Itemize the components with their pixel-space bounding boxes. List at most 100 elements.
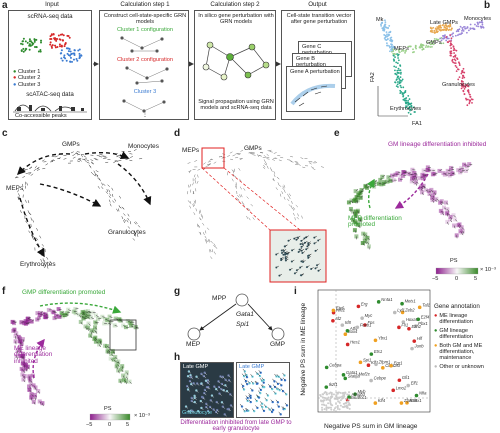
cell-dot (468, 102, 471, 105)
grid-cell (352, 228, 357, 233)
vector-arrow (209, 249, 212, 253)
cell-dot (458, 76, 461, 79)
vector-arrow (259, 152, 263, 154)
vector-arrow (23, 379, 26, 383)
cell-dot (24, 49, 27, 52)
config-1: Cluster 1 configuration (117, 27, 173, 33)
vector-arrow (40, 311, 43, 314)
gene-label: Zfp638 (403, 398, 418, 403)
cell-dot (59, 33, 62, 36)
vector-arrow (47, 265, 49, 269)
cluster-legend: ● Cluster 1 ● Cluster 2 ● Cluster 3 (13, 69, 40, 88)
grid-cell (23, 366, 28, 371)
cell-dot (389, 30, 392, 33)
vector-arrow (465, 169, 469, 172)
vector-arrow (30, 217, 32, 221)
vector-arrow (439, 169, 443, 172)
cell-dot (57, 34, 60, 37)
config-2: Cluster 2 configuration (117, 57, 173, 63)
cell-dot (463, 76, 466, 79)
vector-arrow (30, 173, 34, 176)
cell-dot (461, 26, 464, 29)
vector-arrow (362, 233, 366, 237)
vector-arrow (403, 171, 407, 174)
vector-arrow (276, 176, 280, 180)
cell-dot (458, 28, 461, 31)
vector-arrow (94, 327, 98, 330)
cell-dot (431, 45, 433, 48)
gene-label: Gfi1 (402, 375, 410, 380)
cell-dot (449, 50, 452, 53)
vector-arrow (301, 249, 305, 251)
vector-arrow (22, 370, 26, 373)
cell-dot (69, 50, 72, 53)
cell-dot (440, 37, 443, 39)
cell-dot (397, 54, 399, 57)
grid-cell (121, 377, 126, 382)
vector-arrow (237, 194, 240, 198)
vector-arrow (388, 175, 392, 178)
vector-arrow (221, 388, 224, 392)
cell-dot (434, 27, 437, 30)
vector-arrow (115, 160, 119, 162)
label-mk: Mk (376, 17, 384, 23)
cell-dot (441, 34, 444, 37)
cell-dot (397, 50, 400, 52)
label-monocytes: Monocytes (464, 16, 492, 22)
vector-arrow (244, 372, 247, 376)
vector-arrow (206, 227, 210, 231)
gene-point (417, 305, 422, 310)
cell-dot (452, 32, 455, 35)
grn-network-1 (120, 36, 164, 53)
grid-cell (420, 172, 425, 177)
grid-cell (123, 325, 128, 330)
vector-arrow (42, 247, 45, 251)
grid-cell (17, 336, 22, 341)
vector-arrow (17, 196, 19, 200)
vector-arrow (189, 170, 191, 174)
vector-arrow (86, 161, 90, 164)
cell-dot (383, 24, 386, 27)
grn-network-2 (125, 66, 169, 85)
vector-arrow (125, 158, 129, 160)
panel-label: i (294, 286, 297, 297)
vector-arrow (20, 210, 22, 214)
cell-dot (462, 83, 465, 86)
vector-arrow (123, 220, 125, 224)
cell-dot (451, 33, 453, 36)
vector-arrow (133, 230, 135, 234)
vector-arrow (293, 212, 295, 216)
gene-point (327, 406, 330, 409)
panel-label: a (2, 0, 8, 11)
gene-point (392, 310, 397, 315)
vector-arrow (364, 240, 367, 244)
vector-arrow (414, 172, 417, 176)
cell-dot (70, 60, 73, 63)
cell-dot (380, 24, 383, 27)
gene-point (336, 404, 339, 407)
gene-point (389, 363, 393, 368)
vector-arrow (197, 168, 201, 171)
grid-cell (88, 333, 93, 338)
vector-arrow (194, 177, 197, 181)
cell-dot (52, 33, 55, 36)
vector-arrow (30, 380, 33, 383)
gene-scatter: Klf1 Gata1 Tal1 Zfpm1 Fli1 Cebpa Spi1 Irf8 Gfi1 M… (317, 289, 431, 413)
vector-arrow (194, 401, 197, 405)
vector-arrow (42, 403, 44, 407)
cell-dot (20, 42, 23, 45)
cell-dot (409, 45, 412, 48)
cell-dot (450, 47, 452, 50)
cell-dot (403, 99, 406, 102)
gene-point (336, 391, 339, 394)
cell-dot (410, 102, 413, 105)
cell-dot (64, 57, 67, 60)
cell-dot (33, 40, 36, 43)
cell-dot (392, 58, 395, 61)
panel-label: c (2, 128, 8, 139)
vector-arrow (231, 178, 234, 182)
vector-arrow (294, 236, 297, 239)
grid-cell (78, 319, 83, 324)
cell-dot (464, 27, 466, 30)
vector-arrow (254, 398, 257, 402)
